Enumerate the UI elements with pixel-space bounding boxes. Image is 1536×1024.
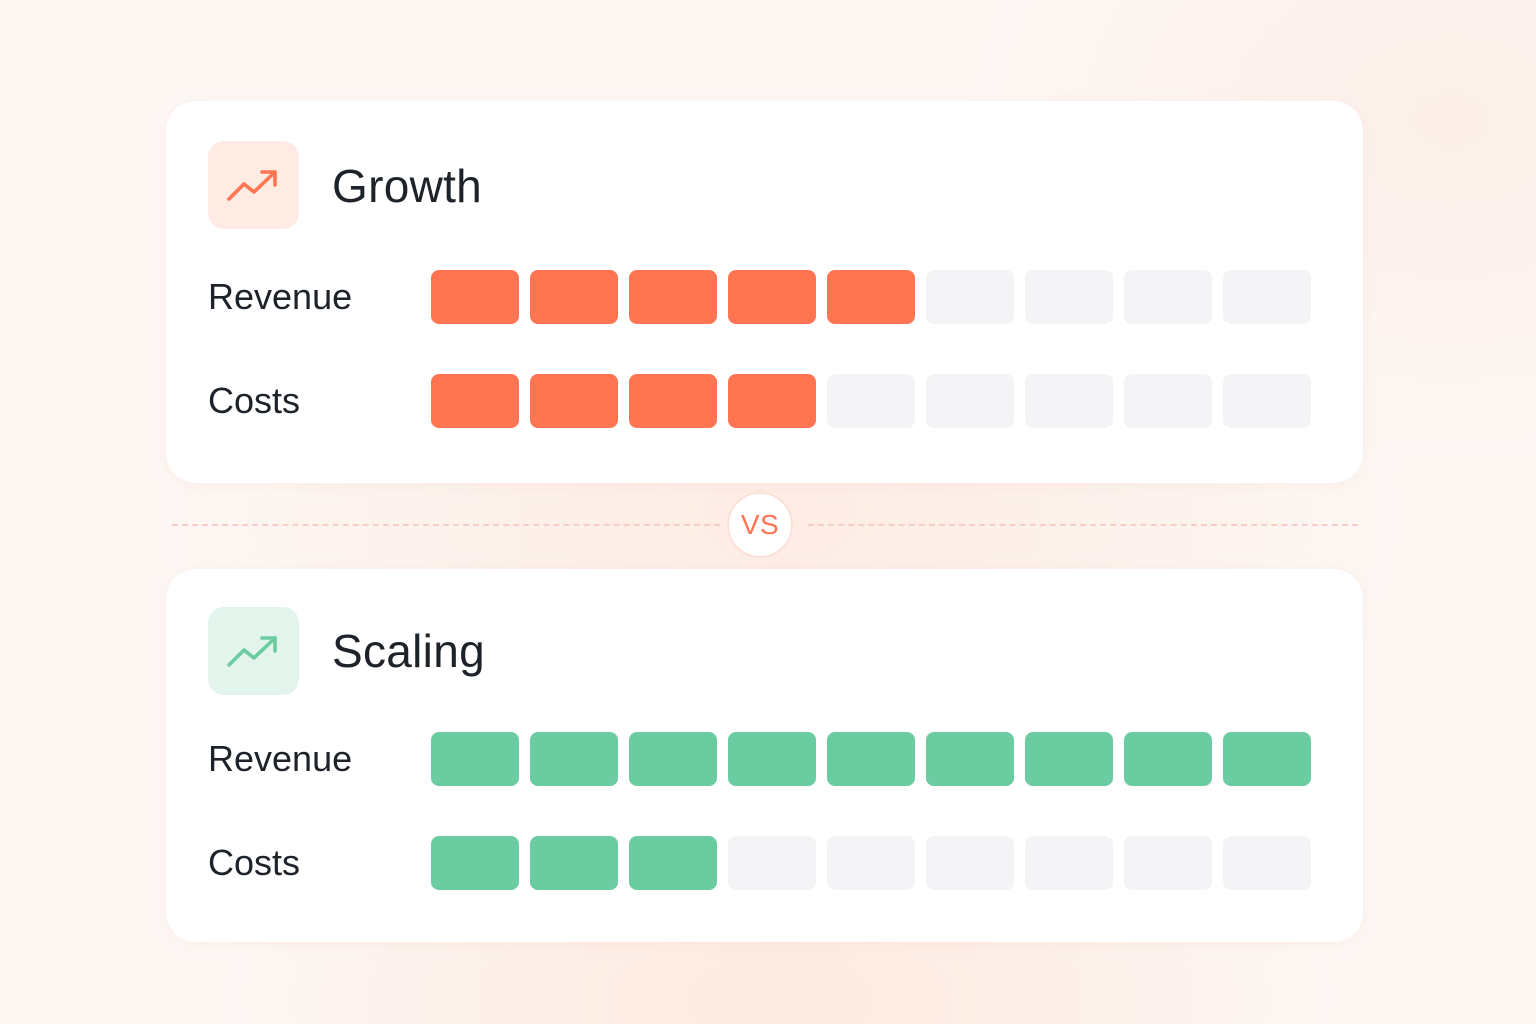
filled-segment bbox=[629, 836, 717, 890]
empty-segment bbox=[926, 374, 1014, 428]
empty-segment bbox=[827, 836, 915, 890]
filled-segment bbox=[431, 836, 519, 890]
filled-segment bbox=[629, 270, 717, 324]
filled-segment bbox=[530, 836, 618, 890]
filled-segment bbox=[827, 732, 915, 786]
trending-up-icon bbox=[226, 170, 277, 201]
filled-segment bbox=[1025, 732, 1113, 786]
filled-segment bbox=[926, 732, 1014, 786]
empty-segment bbox=[1223, 374, 1311, 428]
metric-label: Costs bbox=[208, 842, 301, 883]
dashed-divider-left bbox=[172, 524, 720, 526]
filled-segment bbox=[728, 270, 816, 324]
growth-card: Growth Revenue Costs bbox=[166, 101, 1363, 483]
empty-segment bbox=[1124, 374, 1212, 428]
growth-icon-tile bbox=[208, 141, 299, 229]
filled-segment bbox=[530, 374, 618, 428]
filled-segment bbox=[629, 732, 717, 786]
scaling-revenue-row: Revenue bbox=[208, 732, 1311, 786]
scaling-title: Scaling bbox=[332, 625, 485, 677]
segment-bar bbox=[431, 836, 1311, 890]
metric-label: Revenue bbox=[208, 276, 353, 317]
scaling-card: Scaling Revenue Costs bbox=[166, 569, 1363, 942]
filled-segment bbox=[431, 732, 519, 786]
segment-bar bbox=[431, 732, 1311, 786]
filled-segment bbox=[431, 270, 519, 324]
segment-bar bbox=[431, 374, 1311, 428]
filled-segment bbox=[728, 732, 816, 786]
empty-segment bbox=[1025, 374, 1113, 428]
empty-segment bbox=[1025, 836, 1113, 890]
scaling-icon-tile bbox=[208, 607, 299, 695]
filled-segment bbox=[629, 374, 717, 428]
empty-segment bbox=[728, 836, 816, 890]
empty-segment bbox=[1025, 270, 1113, 324]
scaling-costs-row: Costs bbox=[208, 836, 1311, 890]
growth-costs-row: Costs bbox=[208, 374, 1311, 428]
filled-segment bbox=[431, 374, 519, 428]
filled-segment bbox=[530, 732, 618, 786]
dashed-divider-right bbox=[808, 524, 1358, 526]
empty-segment bbox=[1223, 836, 1311, 890]
empty-segment bbox=[1223, 270, 1311, 324]
filled-segment bbox=[728, 374, 816, 428]
empty-segment bbox=[827, 374, 915, 428]
empty-segment bbox=[1124, 836, 1212, 890]
empty-segment bbox=[926, 836, 1014, 890]
filled-segment bbox=[827, 270, 915, 324]
empty-segment bbox=[926, 270, 1014, 324]
filled-segment bbox=[530, 270, 618, 324]
filled-segment bbox=[1223, 732, 1311, 786]
segment-bar bbox=[431, 270, 1311, 324]
growth-title: Growth bbox=[332, 160, 483, 212]
vs-badge: VS bbox=[727, 492, 793, 558]
metric-label: Costs bbox=[208, 380, 301, 421]
empty-segment bbox=[1124, 270, 1212, 324]
trending-up-icon bbox=[226, 636, 277, 667]
growth-revenue-row: Revenue bbox=[208, 270, 1311, 324]
metric-label: Revenue bbox=[208, 738, 353, 779]
filled-segment bbox=[1124, 732, 1212, 786]
